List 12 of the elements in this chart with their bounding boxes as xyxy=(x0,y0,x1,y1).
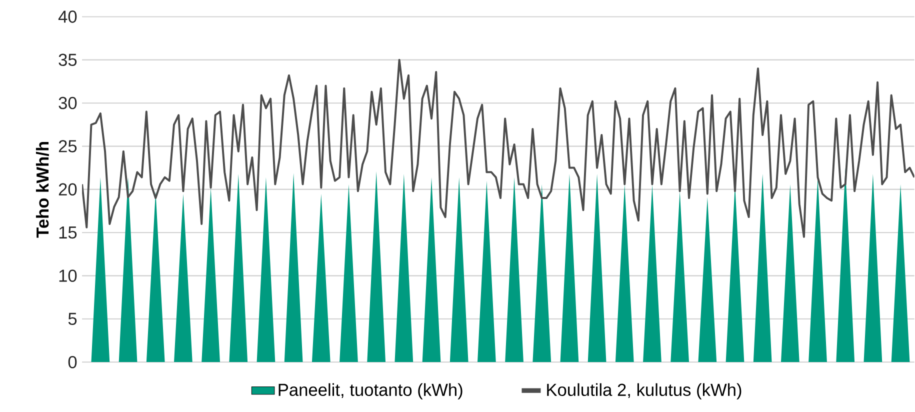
y-tick-label: 40 xyxy=(58,10,77,23)
y-axis-title: Teho kWh/h xyxy=(36,142,49,238)
y-tick-label: 35 xyxy=(58,54,77,66)
legend-label: Koulutila 2, kulutus (kWh) xyxy=(547,383,742,400)
y-tick-label: 25 xyxy=(58,140,77,152)
y-tick-label: 20 xyxy=(58,183,77,196)
y-tick-label: 15 xyxy=(59,226,77,239)
y-tick-label: 10 xyxy=(59,270,77,282)
y-tick-label: 5 xyxy=(68,312,77,325)
y-tick-label: 0 xyxy=(68,356,77,368)
legend-label: Paneelit, tuotanto (kWh) xyxy=(278,383,462,400)
y-tick-label: 30 xyxy=(58,96,77,110)
